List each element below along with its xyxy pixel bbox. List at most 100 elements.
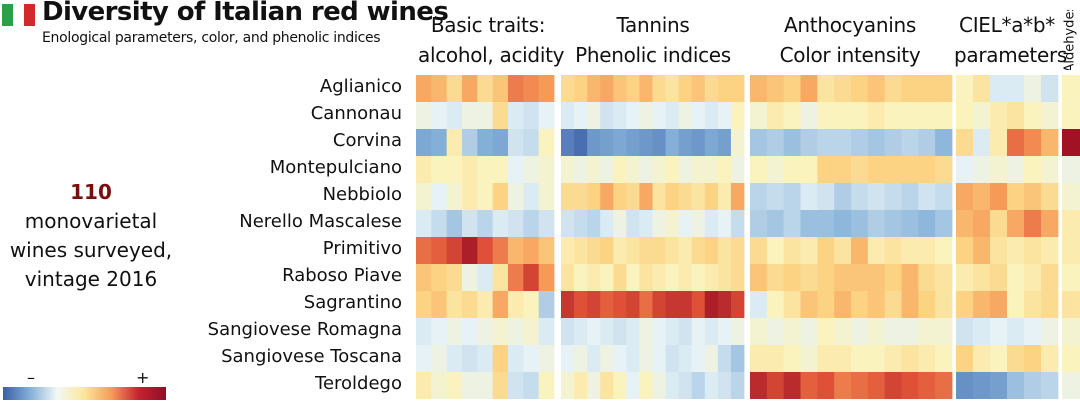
heatmap-cell (704, 210, 719, 237)
heatmap-cell (935, 129, 953, 156)
heatmap-cell (750, 129, 768, 156)
heatmap-cell (508, 264, 524, 291)
heatmap-cell (1007, 210, 1025, 237)
heatmap-cell (817, 102, 835, 129)
heatmap-cell (834, 264, 852, 291)
heatmap-cell (901, 291, 919, 318)
heatmap-cell (851, 156, 869, 183)
heatmap-cell (600, 372, 614, 399)
heatmap-cell (561, 183, 575, 210)
heatmap-cell (665, 291, 680, 318)
heatmap-cell (538, 264, 555, 291)
heatmap-cell (1041, 291, 1059, 318)
heatmap-cell (901, 237, 919, 264)
heatmap-cell (1007, 75, 1025, 102)
heatmap-cell (574, 183, 588, 210)
heatmap-cell (492, 210, 509, 237)
heatmap-cell (492, 129, 509, 156)
heatmap-cell (901, 75, 919, 102)
heatmap-cell (538, 372, 555, 399)
heatmap-cell (867, 237, 886, 264)
heatmap-cell (1007, 102, 1025, 129)
heatmap-cell (639, 318, 653, 345)
heatmap-cell (1024, 75, 1042, 102)
heatmap-cell (717, 183, 732, 210)
heatmap-cell (665, 210, 680, 237)
heatmap-cell (990, 75, 1008, 102)
heatmap-cell (508, 318, 524, 345)
heatmap-cell (834, 345, 852, 372)
heatmap-cell (561, 210, 575, 237)
heatmap-cell (800, 318, 818, 345)
heatmap-cell (665, 156, 680, 183)
heatmap-cell (587, 345, 601, 372)
heatmap-cell (652, 129, 666, 156)
heatmap-cell (1007, 129, 1025, 156)
heatmap-cell (446, 264, 463, 291)
heatmap-cell (652, 183, 666, 210)
row-label: Nerello Mascalese (239, 211, 402, 232)
heatmap-cell (973, 372, 991, 399)
heatmap-cell (901, 318, 919, 345)
heatmap-cell (600, 129, 614, 156)
heatmap-cell (639, 129, 653, 156)
heatmap-cell (750, 318, 768, 345)
row-label: Sangiovese Toscana (221, 346, 402, 367)
heatmap-cell (766, 237, 785, 264)
heatmap-cell (523, 237, 540, 264)
heatmap-cell (1041, 345, 1059, 372)
heatmap-cell (639, 291, 653, 318)
heatmap-cell (973, 264, 991, 291)
heatmap-cell (750, 102, 768, 129)
heatmap-cell (691, 129, 706, 156)
sample-count: 110 (70, 180, 112, 204)
heatmap-cell (1024, 183, 1042, 210)
heatmap-cell (691, 183, 706, 210)
heatmap-cell (561, 102, 575, 129)
heatmap-cell (973, 75, 991, 102)
heatmap-cell (834, 210, 852, 237)
group-header-line2: Color intensity (779, 43, 921, 67)
heatmap-cell (574, 156, 588, 183)
heatmap-cell (508, 291, 524, 318)
heatmap-cell (990, 129, 1008, 156)
heatmap-cell (561, 264, 575, 291)
heatmap-cell (492, 102, 509, 129)
heatmap-cell (717, 210, 732, 237)
heatmap-cell (678, 372, 693, 399)
heatmap-cell (446, 318, 463, 345)
heatmap-cell (477, 345, 494, 372)
heatmap-cell (867, 264, 886, 291)
heatmap-cell (730, 102, 745, 129)
heatmap-cell (867, 372, 886, 399)
heatmap-cell (717, 318, 732, 345)
heatmap-cell (766, 291, 785, 318)
heatmap-cell (446, 237, 463, 264)
heatmap-cell (523, 183, 540, 210)
heatmap-cell (730, 210, 745, 237)
row-label: Montepulciano (269, 157, 402, 178)
heatmap-cell (717, 345, 732, 372)
heatmap-cell (1062, 102, 1080, 129)
heatmap-cell (678, 129, 693, 156)
heatmap-cell (1062, 372, 1080, 399)
heatmap-cell (508, 129, 524, 156)
heatmap-cell (800, 102, 818, 129)
heatmap-cell (935, 318, 953, 345)
heatmap-cell (665, 318, 680, 345)
heatmap-cell (990, 372, 1008, 399)
heatmap-cell (626, 129, 640, 156)
heatmap-cell (766, 156, 785, 183)
heatmap-cell (973, 345, 991, 372)
heatmap-cell (1024, 345, 1042, 372)
heatmap-cell (691, 345, 706, 372)
heatmap-cell (1041, 156, 1059, 183)
heatmap-cell (1024, 291, 1042, 318)
heatmap-cell (446, 75, 463, 102)
flag-stripe-white (13, 4, 24, 26)
heatmap-cell (613, 237, 627, 264)
heatmap-cell (416, 237, 432, 264)
heatmap-cell (538, 237, 555, 264)
callout-line-1: monovarietal (24, 209, 158, 233)
heatmap-cell (783, 318, 801, 345)
